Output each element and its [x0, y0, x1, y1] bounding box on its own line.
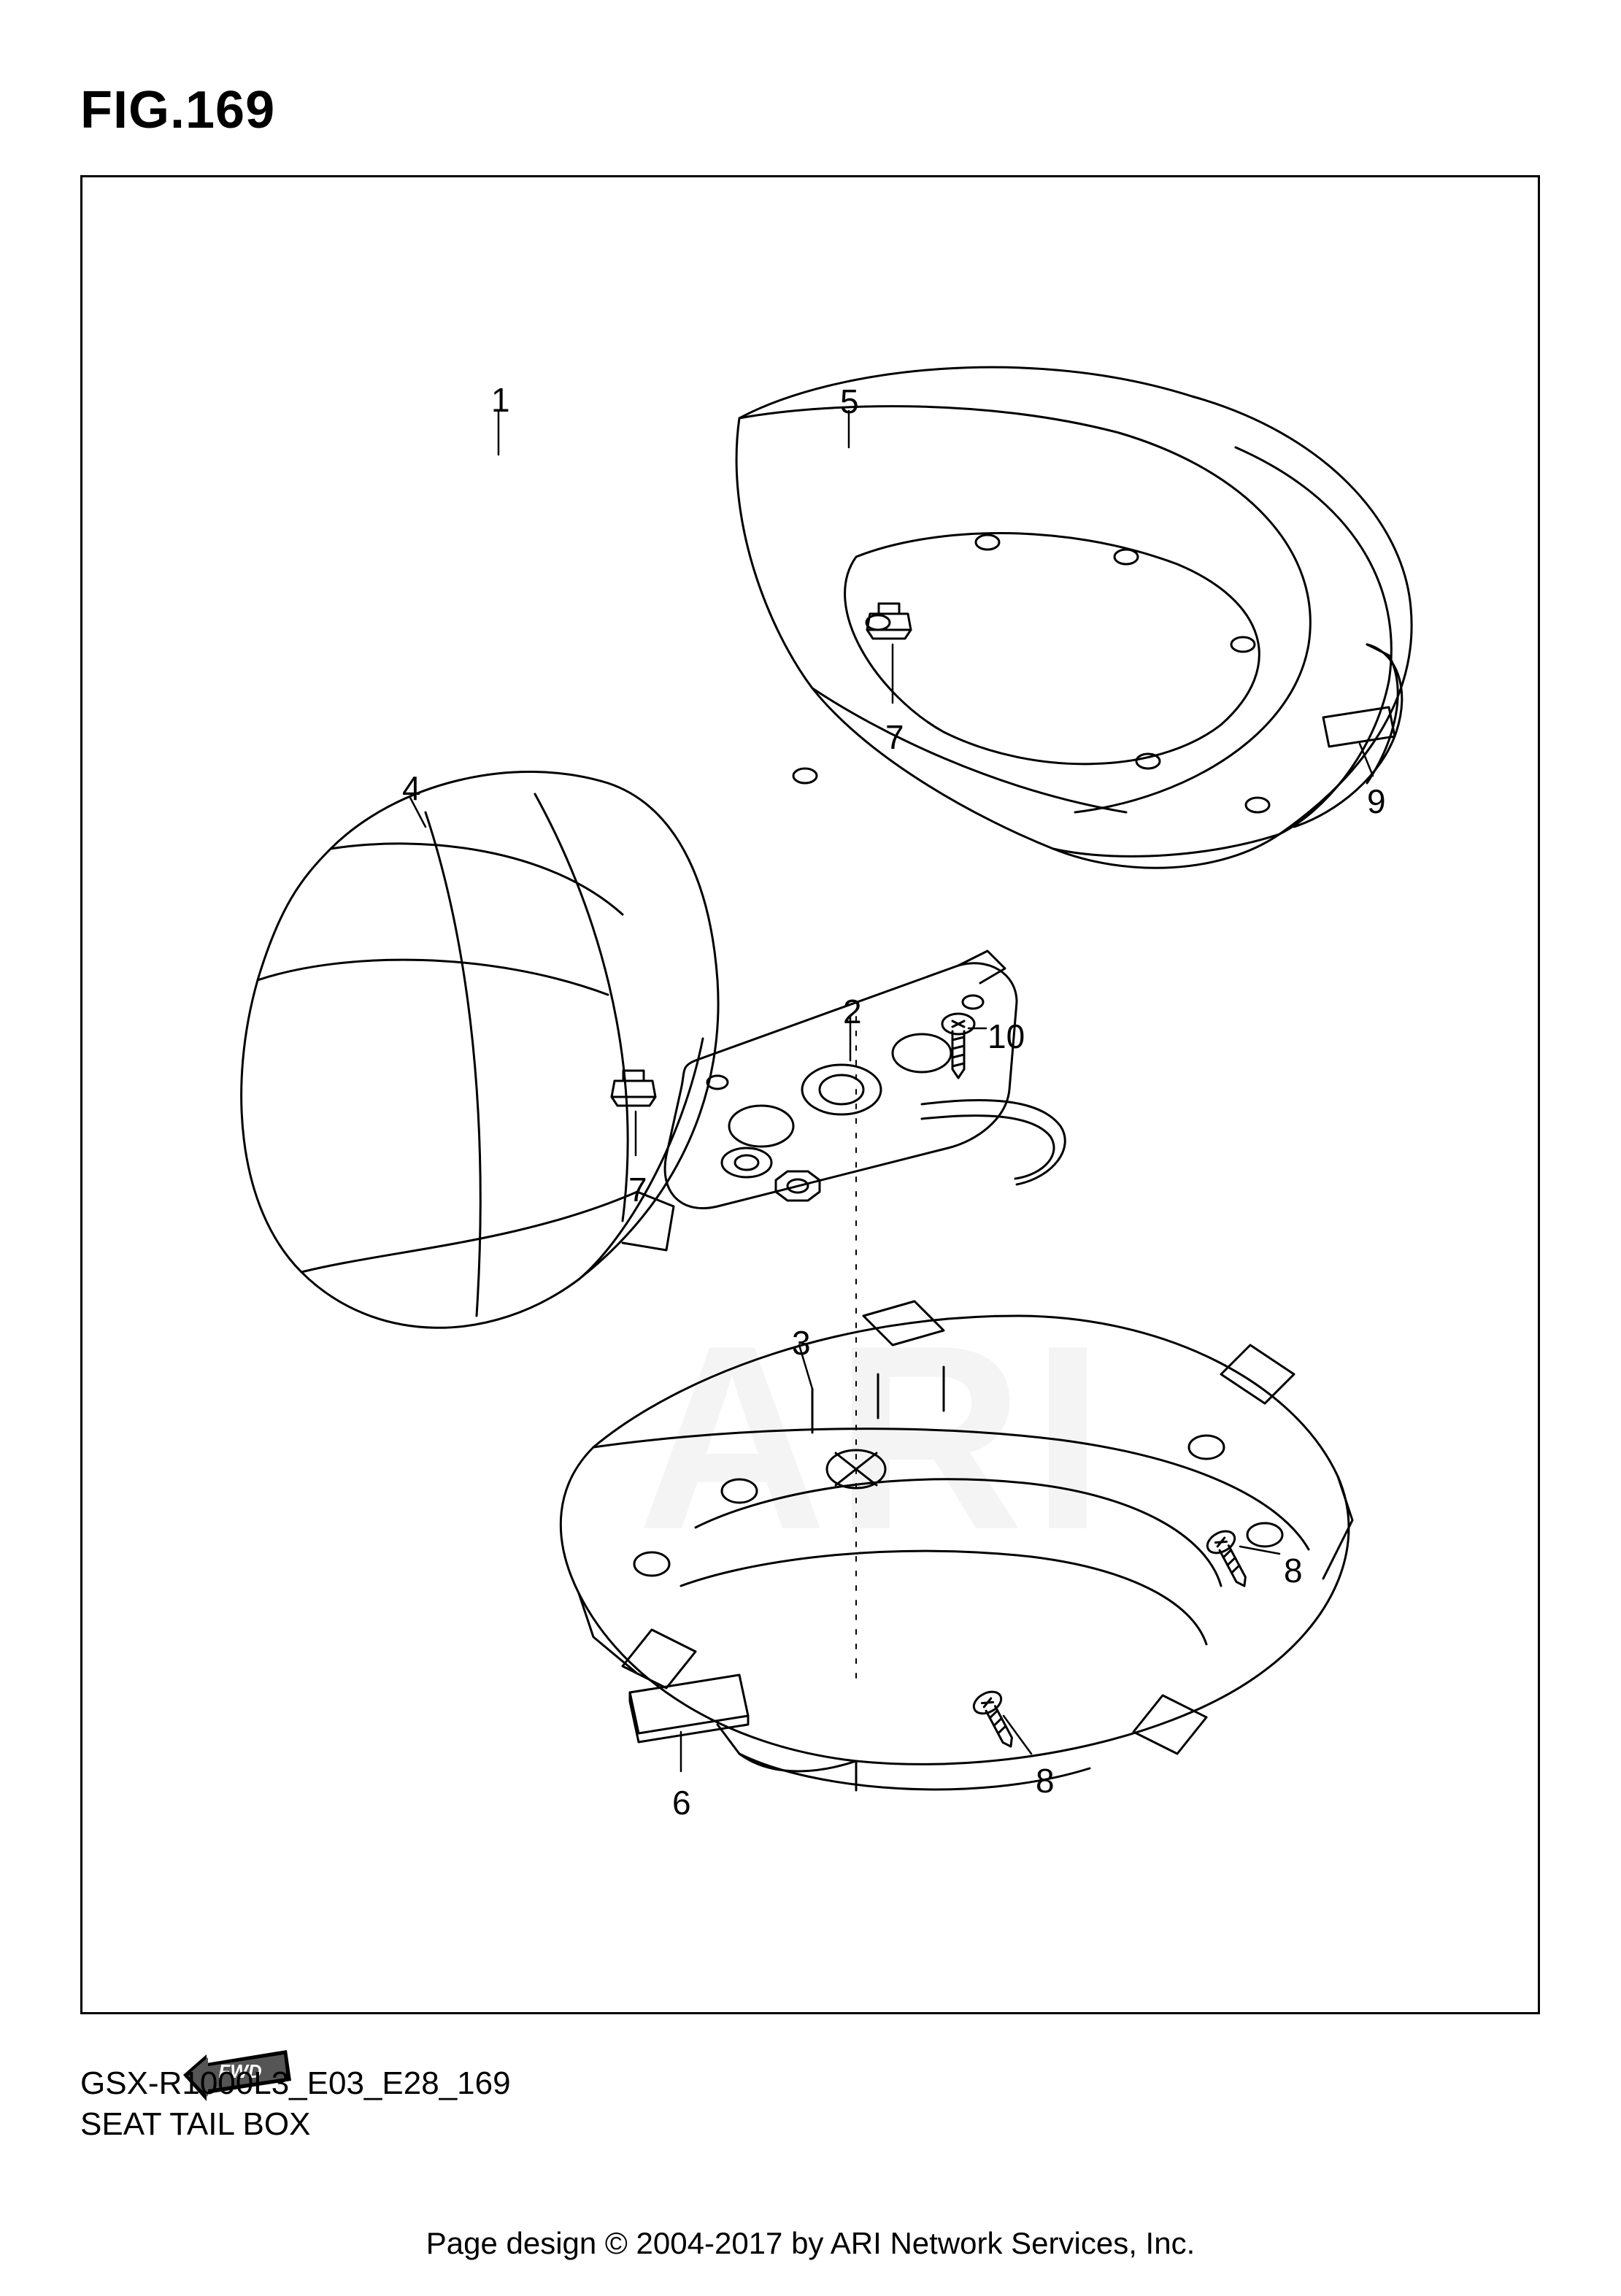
- callout-8b: 8: [1036, 1761, 1055, 1800]
- diagram-frame: 1 5 7 9 4 2 10 7 3 8 8 6 ARI FWD: [80, 175, 1540, 2014]
- figure-title: FIG.169: [80, 80, 275, 140]
- callout-8a: 8: [1284, 1551, 1303, 1590]
- callout-7b: 7: [628, 1170, 647, 1209]
- callout-7a: 7: [885, 717, 904, 757]
- callout-2: 2: [843, 992, 862, 1031]
- diagram-svg: [82, 177, 1542, 2016]
- figure-subtitle: SEAT TAIL BOX: [80, 2106, 310, 2143]
- callout-1: 1: [491, 380, 510, 420]
- page: FIG.169: [0, 0, 1621, 2296]
- callout-9: 9: [1367, 782, 1386, 821]
- page-footer: Page design © 2004-2017 by ARI Network S…: [0, 2226, 1621, 2261]
- callout-6: 6: [672, 1783, 691, 1822]
- callout-4: 4: [402, 768, 421, 808]
- model-code: GSX-R1000L3_E03_E28_169: [80, 2065, 511, 2102]
- callout-3: 3: [792, 1323, 811, 1363]
- callout-10: 10: [987, 1017, 1025, 1056]
- callout-5: 5: [840, 382, 859, 421]
